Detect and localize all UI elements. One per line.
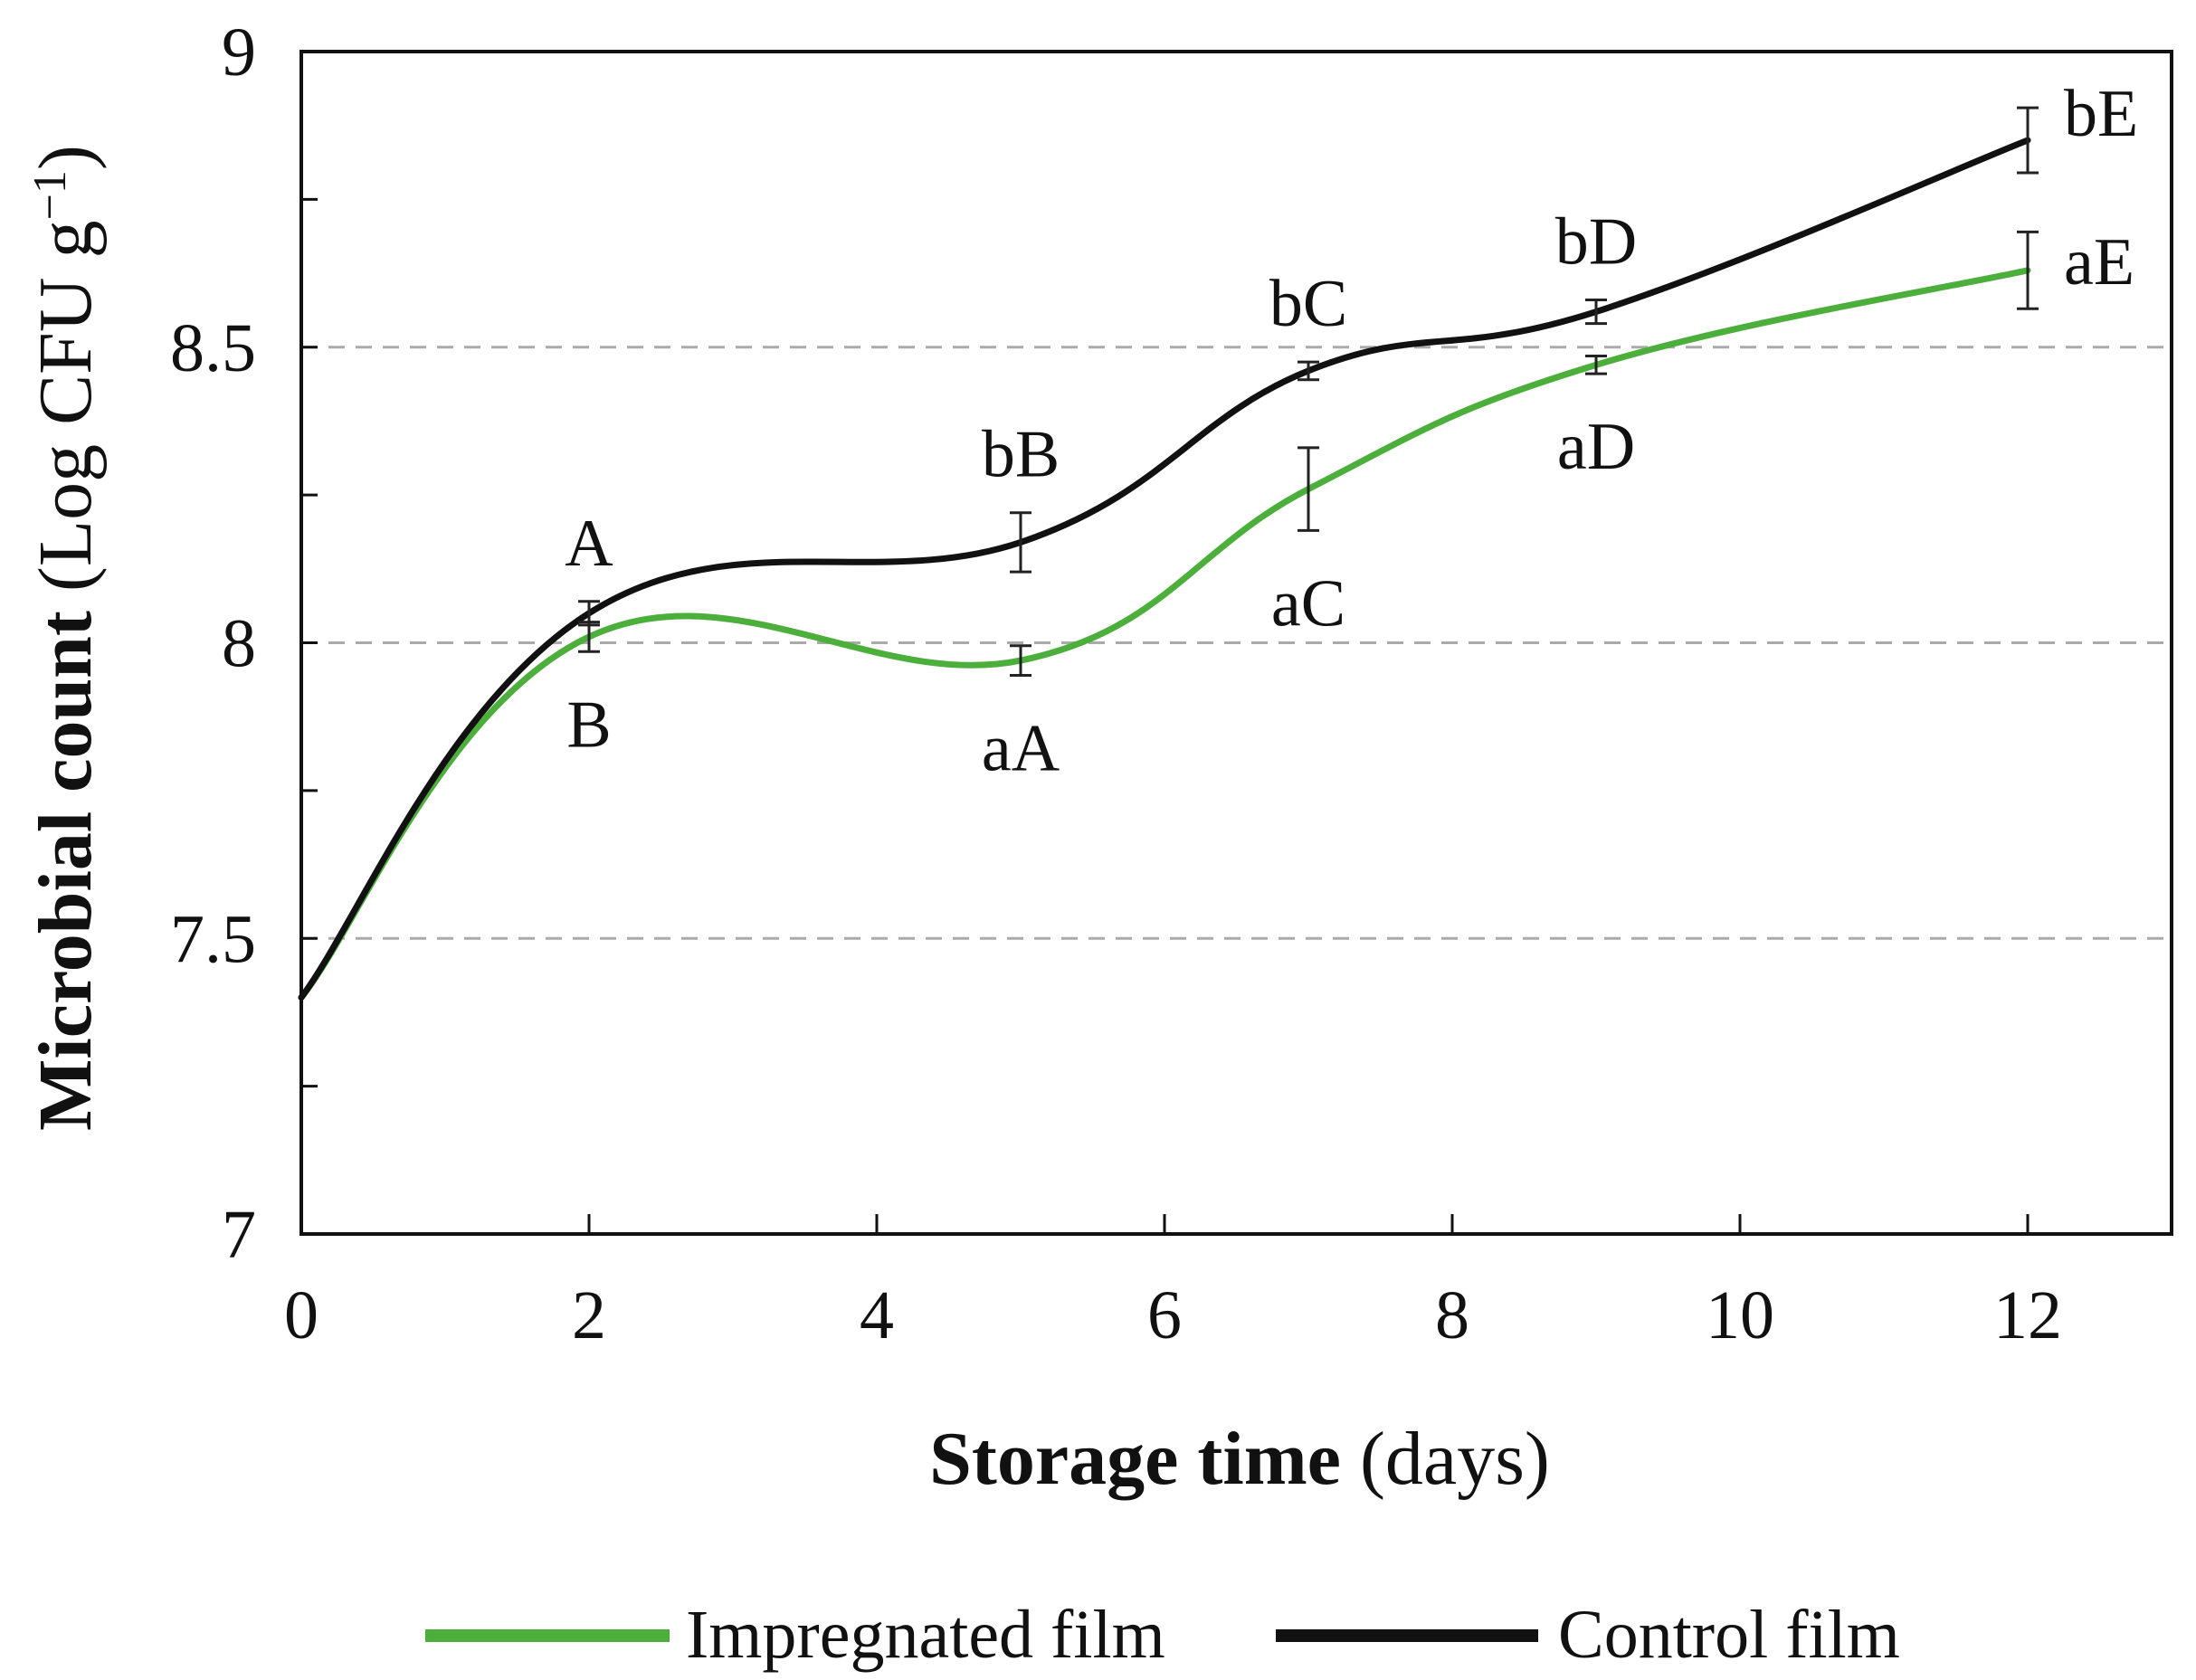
significance-label: bE	[2064, 77, 2138, 151]
error-bar	[2017, 230, 2039, 310]
error-bar	[1010, 511, 1031, 574]
x-tick-label: 10	[1706, 1277, 1774, 1353]
error-bars	[578, 106, 2039, 677]
legend-label-impregnated: Impregnated film	[686, 1597, 1165, 1673]
grid-lines	[301, 346, 2172, 940]
error-bar	[578, 600, 600, 627]
x-tick-label: 12	[1993, 1277, 2062, 1353]
series-line-impregnated	[298, 267, 2031, 1001]
significance-label: B	[566, 688, 611, 762]
significance-label: bC	[1269, 267, 1347, 341]
legend: Impregnated film Control film	[425, 1597, 1900, 1673]
series-layer	[298, 137, 2031, 1001]
series-line-control	[298, 137, 2031, 1001]
error-bar	[1010, 644, 1031, 677]
y-tick-label: 8	[222, 606, 256, 682]
legend-label-control: Control film	[1558, 1597, 1900, 1673]
x-tick-label: 0	[284, 1277, 318, 1353]
significance-label: A	[565, 507, 613, 581]
y-tick-label: 8.5	[170, 310, 256, 386]
significance-label: bD	[1555, 204, 1637, 279]
x-tick-label: 2	[572, 1277, 606, 1353]
error-bar	[1298, 446, 1319, 532]
significance-label: bB	[982, 418, 1060, 492]
x-tick-label: 4	[860, 1277, 894, 1353]
significance-label: aD	[1557, 410, 1635, 484]
error-bar	[1585, 298, 1607, 326]
y-axis-title: Microbial count (Log CFU g−1)	[24, 145, 108, 1131]
error-bar	[1298, 360, 1319, 382]
significance-label: aC	[1271, 566, 1345, 641]
y-tick-label: 7.5	[170, 901, 256, 977]
error-bar	[2017, 106, 2039, 175]
x-tick-label: 6	[1147, 1277, 1182, 1353]
error-bar	[1585, 355, 1607, 375]
y-tick-label: 9	[222, 14, 256, 90]
axis-ticks: 0 2 4 6 8 10 12 7 7.5 8 8.5 9	[170, 14, 2062, 1353]
x-tick-label: 8	[1435, 1277, 1469, 1353]
significance-label: aA	[982, 711, 1060, 785]
y-tick-label: 7	[222, 1197, 256, 1273]
significance-label: aE	[2064, 225, 2134, 299]
x-axis-title: Storage time (days)	[929, 1417, 1550, 1501]
